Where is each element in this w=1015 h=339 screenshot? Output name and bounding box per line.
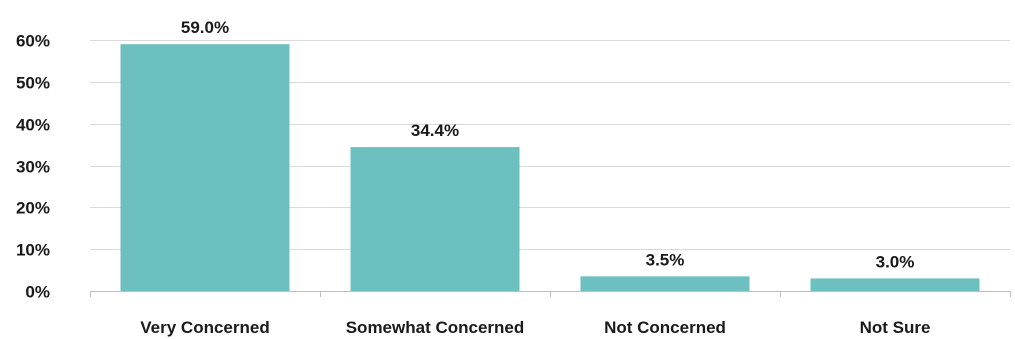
x-category-label: Not Sure: [860, 318, 931, 337]
data-label: 3.0%: [876, 252, 915, 271]
bar: [120, 44, 290, 291]
data-labels: 59.0% 34.4% 3.5% 3.0%: [181, 18, 914, 271]
y-tick-label: 20%: [16, 199, 50, 218]
y-tick-label: 60%: [16, 32, 50, 51]
data-label: 3.5%: [646, 250, 685, 269]
data-label: 34.4%: [411, 121, 459, 140]
x-axis: [90, 291, 1011, 297]
x-category-label: Not Concerned: [604, 318, 726, 337]
x-axis-category-labels: Very Concerned Somewhat Concerned Not Conc…: [140, 318, 930, 337]
bar: [350, 147, 520, 291]
y-axis-tick-labels: 0% 10% 20% 30% 40% 50% 60%: [16, 32, 50, 302]
bar: [580, 276, 750, 291]
data-label: 59.0%: [181, 18, 229, 37]
y-tick-label: 30%: [16, 158, 50, 177]
x-category-label: Somewhat Concerned: [346, 318, 525, 337]
bar: [810, 278, 980, 291]
y-tick-label: 50%: [16, 74, 50, 93]
bars: [120, 44, 980, 291]
y-tick-label: 0%: [25, 283, 50, 302]
y-tick-label: 10%: [16, 241, 50, 260]
x-category-label: Very Concerned: [140, 318, 269, 337]
y-tick-label: 40%: [16, 116, 50, 135]
